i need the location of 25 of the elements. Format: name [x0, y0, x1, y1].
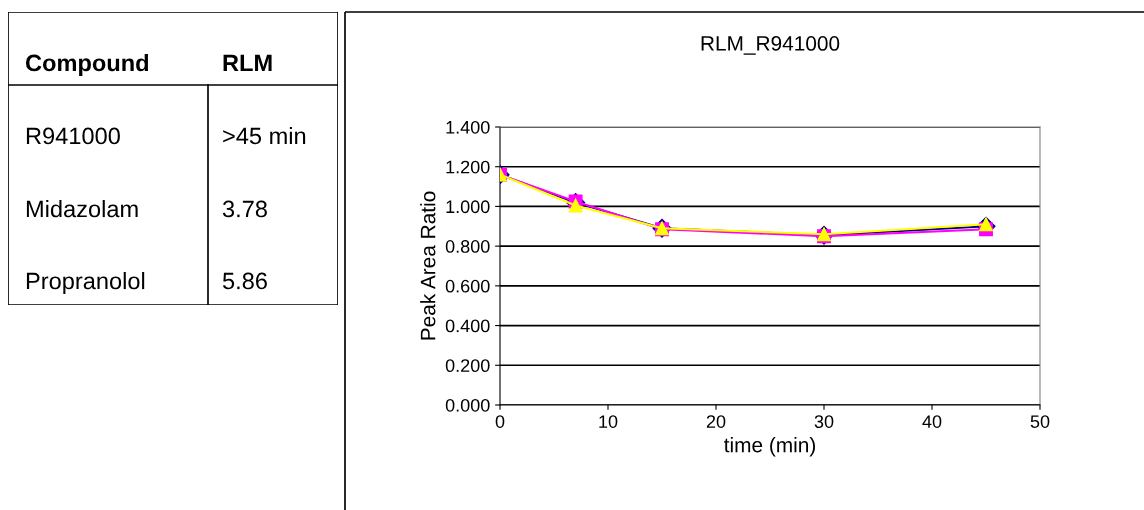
x-tick-label: 10 [599, 415, 618, 428]
x-tick-label: 50 [1030, 415, 1050, 428]
y-tick-label: 1.200 [446, 160, 490, 174]
y-tick-label: 0.800 [445, 240, 490, 253]
x-tick-label: 30 [814, 415, 834, 428]
y-tick-label: 1.400 [446, 120, 490, 134]
y-tick-label: 1.000 [446, 200, 490, 214]
x-tick-label: 0 [495, 415, 505, 428]
y-tick-label: 0.600 [445, 279, 490, 293]
text: Midazolam [26, 200, 138, 218]
x-tick-label: 40 [922, 415, 942, 428]
text: Propranolol [26, 271, 145, 294]
x-tick-label: 20 [706, 415, 726, 428]
text: RLM [223, 54, 272, 72]
text: >45 min [223, 127, 306, 145]
text: 5.86 [222, 272, 267, 290]
text: Compound [25, 54, 149, 76]
text: 3.78 [222, 200, 267, 218]
y-axis-title: Peak Area Ratio [420, 191, 436, 340]
y-tick-label: 0.400 [445, 319, 490, 333]
x-axis-title: time (min) [724, 437, 815, 457]
text: R941000 [26, 127, 120, 145]
chart-title: RLM_R941000 [701, 36, 840, 55]
y-tick-label: 0.000 [445, 398, 490, 412]
y-tick-label: 0.200 [445, 359, 490, 373]
